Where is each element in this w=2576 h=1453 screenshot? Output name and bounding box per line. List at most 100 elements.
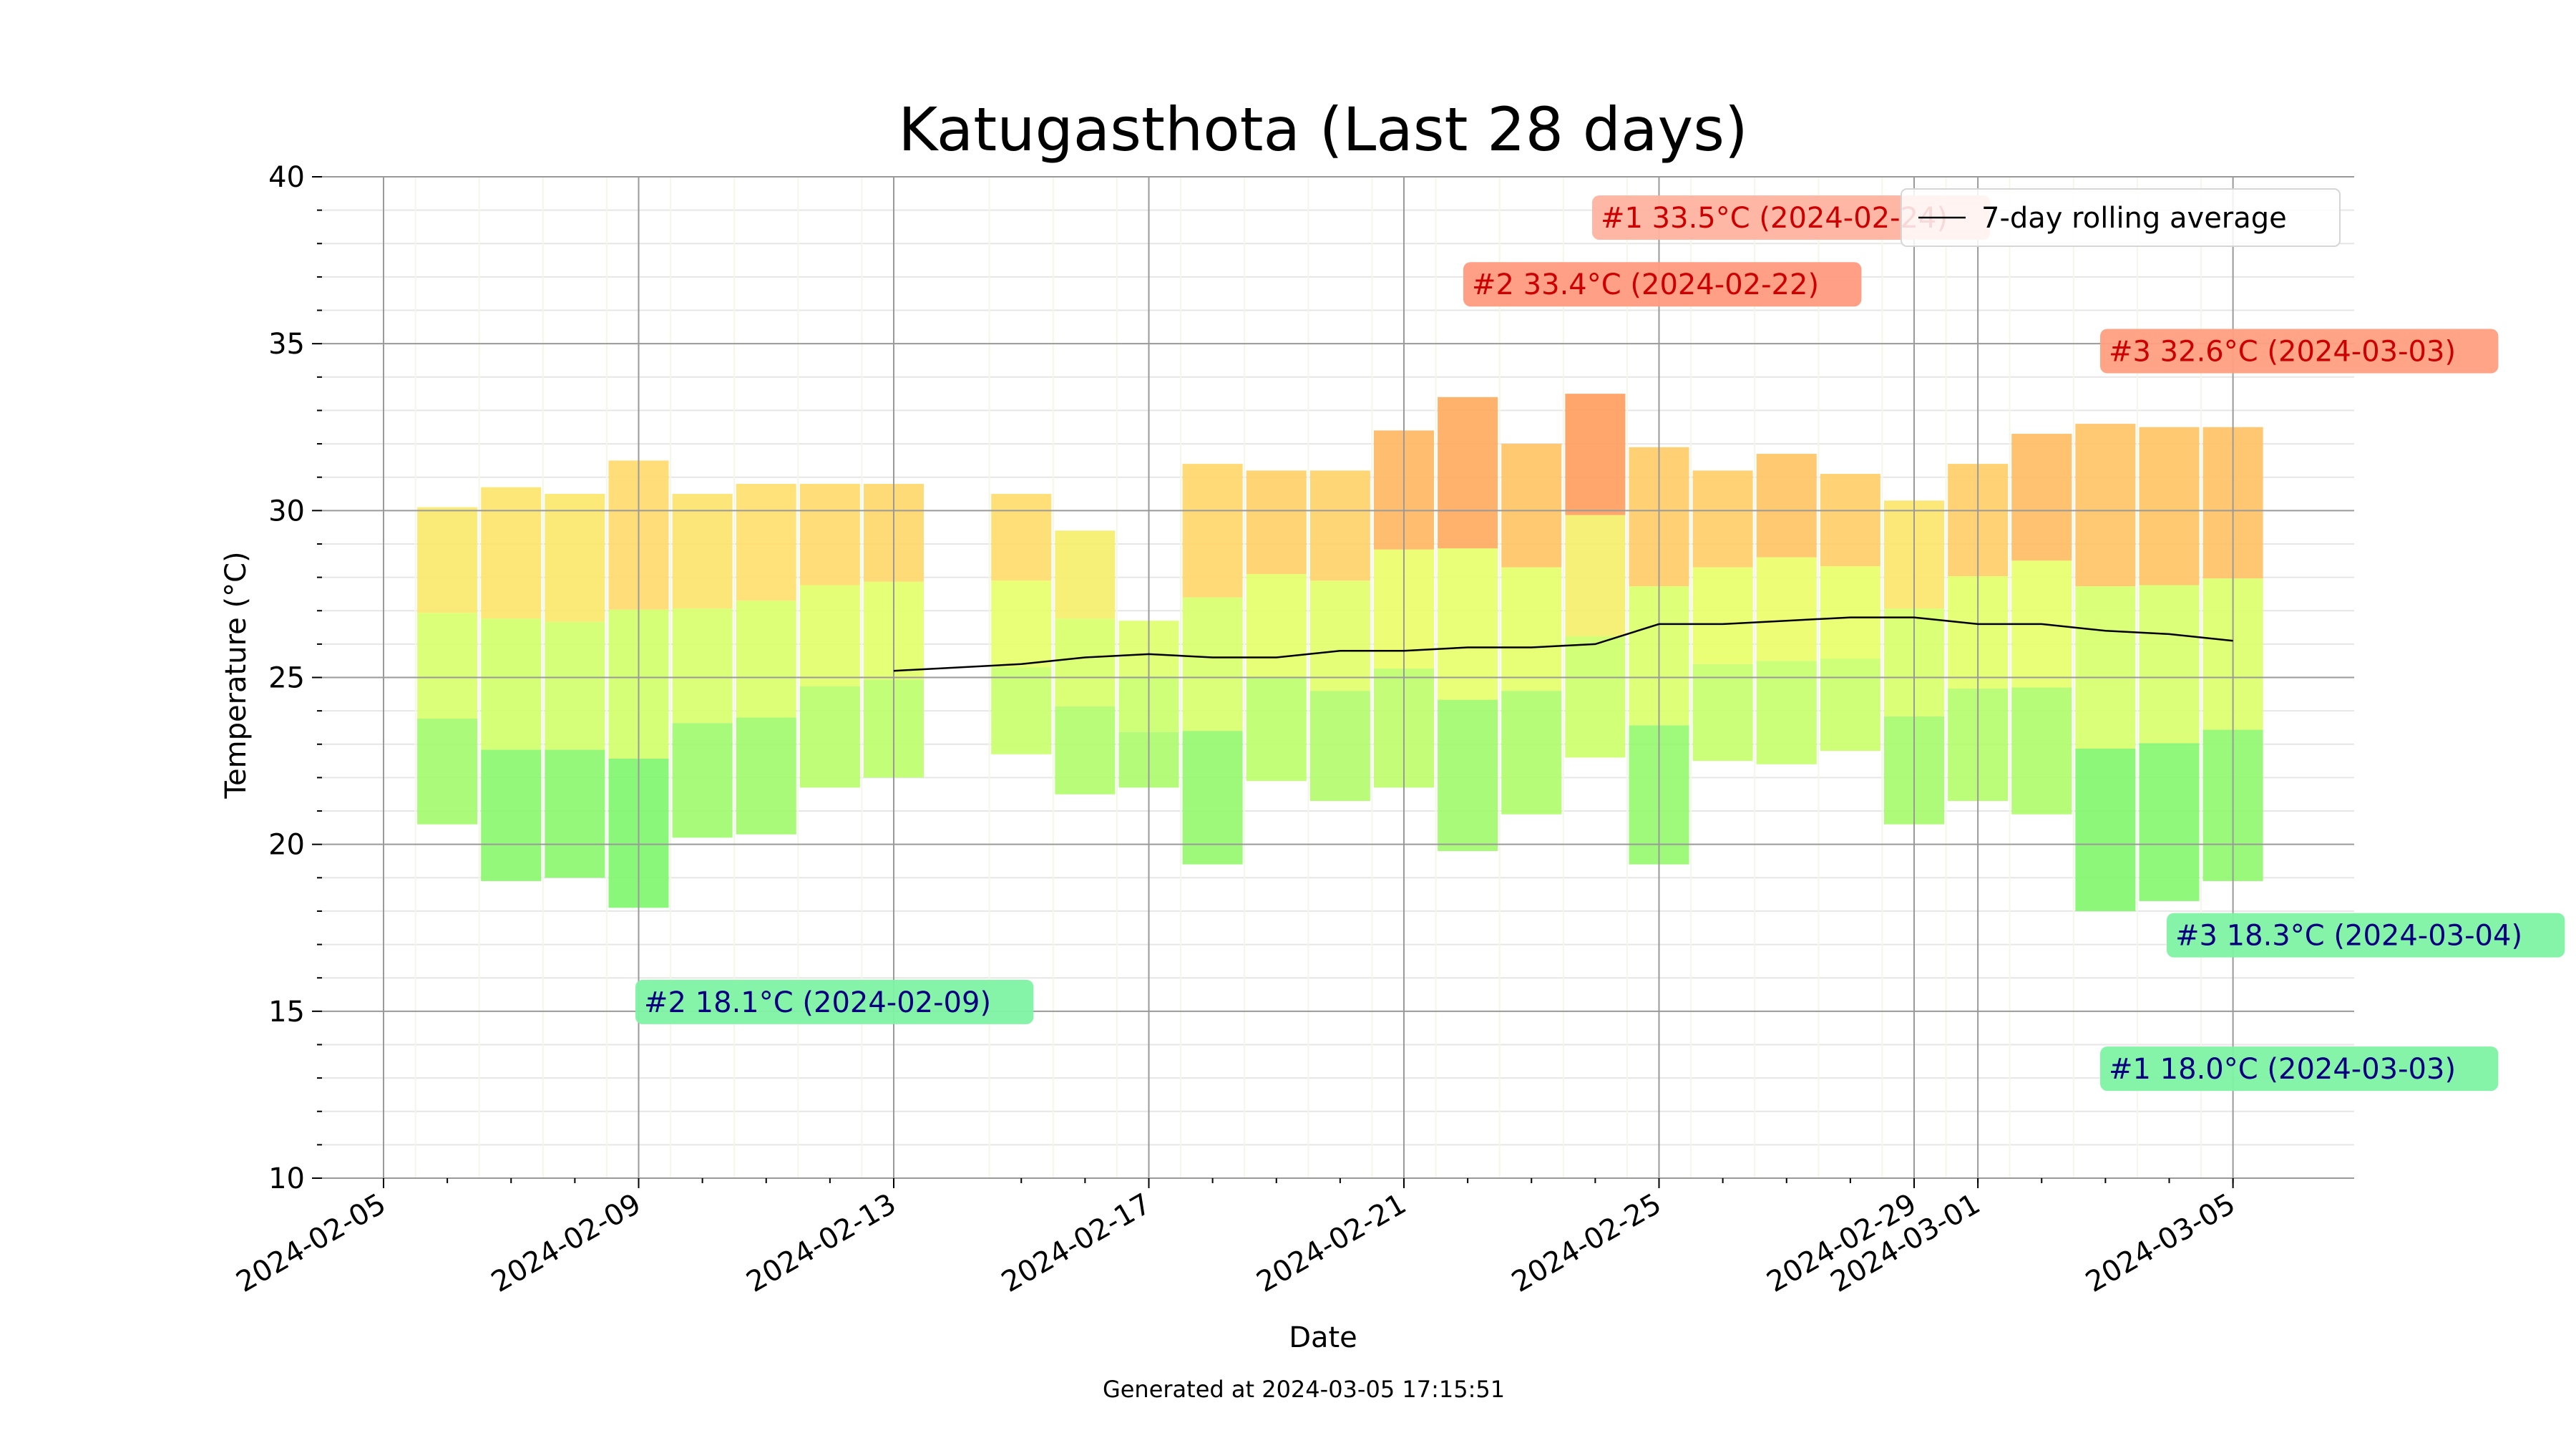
- x-axis-label: Date: [1289, 1321, 1357, 1354]
- bar-segment-high: [2075, 424, 2136, 587]
- extreme-annotations: #1 33.5°C (2024-02-24) #2 33.4°C (2024-02…: [635, 195, 2565, 1092]
- bar-segment-low: [2011, 687, 2072, 815]
- bar-segment-low: [1309, 691, 1370, 802]
- annotation-text: #3 18.3°C (2024-03-04): [2175, 920, 2522, 953]
- annotation-box: [1592, 195, 1991, 240]
- bar-segment-mid: [1055, 618, 1116, 706]
- bar-segment-high: [991, 494, 1052, 581]
- annotation-text: #3 32.6°C (2024-03-03): [2109, 335, 2456, 368]
- temperature-bars: [417, 394, 2263, 911]
- bar-segment-mid: [2075, 586, 2136, 749]
- day-bar: [672, 494, 733, 838]
- x-tick-label: 2024-02-13: [741, 1187, 902, 1299]
- bar-segment-high: [672, 494, 733, 609]
- x-tick-label: 2024-02-17: [996, 1187, 1156, 1299]
- bar-segment-mid: [1309, 580, 1370, 691]
- bar-segment-mid: [672, 608, 733, 724]
- annotation-text: #1 18.0°C (2024-03-03): [2109, 1053, 2456, 1086]
- y-tick-label: 30: [268, 495, 305, 528]
- bar-segment-low: [672, 723, 733, 838]
- bar-segment-mid: [1182, 597, 1243, 732]
- annotation-label: #3 18.3°C (2024-03-04): [2167, 913, 2565, 958]
- rolling-average-series: [893, 616, 2233, 672]
- bar-segment-high: [799, 484, 860, 585]
- bar-segment-high: [1182, 464, 1243, 598]
- bar-segment-low: [736, 717, 796, 835]
- annotation-label: #2 18.1°C (2024-02-09): [635, 979, 1034, 1024]
- bar-segment-mid: [1246, 573, 1307, 678]
- bar-segment-low: [799, 686, 860, 788]
- bar-segment-high: [1756, 454, 1817, 558]
- bar-segment-low: [1501, 691, 1562, 815]
- bar-segment-low: [1246, 677, 1307, 782]
- annotation-text: #1 33.5°C (2024-02-24): [1601, 202, 1948, 235]
- bar-segment-mid: [2139, 585, 2200, 744]
- day-bar: [2075, 424, 2136, 911]
- bar-segment-mid: [481, 618, 542, 750]
- rolling-average-line: [893, 616, 2233, 672]
- day-bar: [799, 484, 860, 788]
- day-bar: [1309, 470, 1370, 802]
- x-tick-label: 2024-02-05: [231, 1187, 391, 1299]
- bar-segment-mid: [1565, 515, 1626, 636]
- bar-segment-low: [991, 667, 1052, 754]
- y-tick-label: 40: [268, 161, 305, 194]
- annotation-text: #2 33.4°C (2024-02-22): [1472, 268, 1819, 301]
- day-bar: [736, 484, 796, 835]
- annotation-box: [2167, 913, 2565, 958]
- day-bar: [1565, 394, 1626, 758]
- y-axis-label: Temperature (°C): [220, 551, 253, 799]
- annotation-box: [635, 979, 1034, 1024]
- day-bar: [1501, 444, 1562, 815]
- bar-segment-high: [736, 484, 796, 601]
- day-bar: [1182, 464, 1243, 865]
- bar-segment-high: [417, 507, 478, 613]
- annotation-label: #2 33.4°C (2024-02-22): [1463, 262, 1862, 307]
- annotation-box: [2100, 1046, 2499, 1092]
- bar-segment-low: [1438, 699, 1498, 851]
- bar-segment-mid: [1820, 566, 1880, 659]
- legend: 7-day rolling average: [1901, 188, 2341, 247]
- day-bar: [2011, 434, 2072, 815]
- bar-segment-low: [1756, 661, 1817, 764]
- y-tick-label: 20: [268, 829, 305, 862]
- chart-title: Katugasthota (Last 28 days): [898, 94, 1748, 165]
- bar-segment-low: [417, 719, 478, 825]
- bar-segment-high: [1565, 394, 1626, 515]
- bar-segment-mid: [736, 601, 796, 718]
- y-tick-label: 15: [268, 996, 305, 1029]
- annotation-label: #1 33.5°C (2024-02-24): [1592, 195, 1991, 240]
- bar-segment-low: [1820, 659, 1880, 752]
- day-bar: [481, 487, 542, 881]
- y-tick-label: 25: [268, 662, 305, 695]
- day-bar: [1055, 530, 1116, 794]
- x-tick-label: 2024-03-05: [2080, 1187, 2240, 1299]
- bar-segment-high: [1438, 397, 1498, 549]
- day-bar: [545, 494, 605, 878]
- y-tick-label: 35: [268, 328, 305, 361]
- bar-segment-high: [2139, 427, 2200, 585]
- day-bar: [1820, 474, 1880, 752]
- annotation-label: #3 32.6°C (2024-03-03): [2100, 329, 2499, 374]
- y-tick-label: 10: [268, 1162, 305, 1195]
- bar-segment-mid: [1438, 548, 1498, 700]
- annotation-text: #2 18.1°C (2024-02-09): [644, 986, 991, 1019]
- bar-segment-high: [481, 487, 542, 619]
- generated-footer: Generated at 2024-03-05 17:15:51: [1103, 1376, 1505, 1403]
- legend-box: [1901, 188, 2341, 247]
- bar-segment-mid: [1756, 557, 1817, 661]
- day-bar: [1692, 470, 1753, 762]
- bar-segment-high: [2011, 434, 2072, 561]
- x-tick-label: 2024-02-09: [486, 1187, 646, 1299]
- bar-segment-high: [545, 494, 605, 622]
- bar-segment-mid: [545, 621, 605, 750]
- bar-segment-high: [1055, 530, 1116, 619]
- bar-segment-low: [1692, 664, 1753, 762]
- major-grid: [322, 176, 2354, 1179]
- bar-segment-low: [481, 749, 542, 881]
- bar-segment-high: [1501, 444, 1562, 568]
- bar-segment-high: [1246, 470, 1307, 574]
- day-bar: [1756, 454, 1817, 764]
